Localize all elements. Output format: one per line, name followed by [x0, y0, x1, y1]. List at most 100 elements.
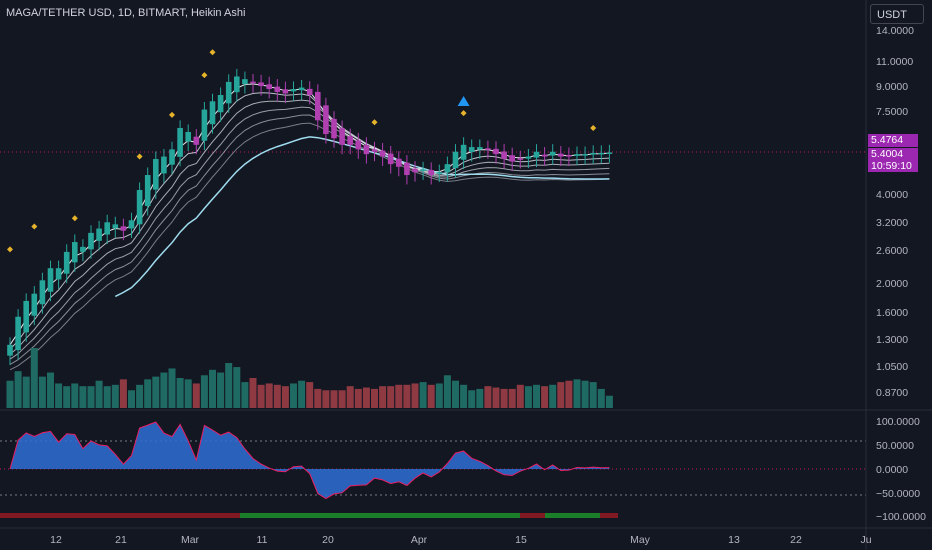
volume-bar	[573, 379, 581, 408]
ma-ribbon-line	[9, 122, 610, 371]
candle-body	[72, 242, 78, 263]
time-tick-label: 20	[322, 534, 334, 546]
volume-bar	[581, 380, 589, 408]
volume-bar	[346, 386, 354, 408]
volume-bar	[508, 388, 516, 408]
candle-body	[315, 91, 321, 121]
osc-tick-label: −50.0000	[876, 488, 920, 500]
volume-bar	[395, 384, 403, 408]
candle-body	[80, 246, 86, 252]
candle-body	[493, 148, 499, 155]
price-tick-label: 11.0000	[876, 56, 913, 68]
volume-bar	[354, 388, 362, 408]
signal-diamond	[371, 119, 378, 126]
candle-body	[485, 148, 491, 150]
volume-bar	[533, 384, 540, 408]
oscillator-pane: 100.0000 50.0000 0.0000 −50.0000 −100.0000	[0, 409, 932, 523]
volume-bar	[95, 380, 103, 408]
candle-body	[144, 175, 151, 207]
volume-bar	[411, 383, 419, 408]
currency-selector[interactable]: USDT	[870, 4, 924, 24]
volume-bar	[484, 386, 492, 408]
candle-body	[339, 128, 345, 145]
candle-body	[177, 127, 183, 157]
price-tag-upper: 5.4764	[868, 134, 918, 147]
signal-diamond	[136, 153, 143, 160]
candle-body	[193, 136, 200, 145]
signal-markers	[7, 49, 597, 253]
volume-bar	[200, 375, 208, 408]
volume-bar	[597, 388, 605, 408]
candle-body	[153, 159, 159, 190]
candle-body	[298, 87, 305, 91]
candle-body	[371, 149, 378, 152]
candle-body	[566, 155, 572, 157]
candle-body	[404, 162, 410, 176]
candle-body	[88, 232, 94, 250]
price-tick-label: 1.0500	[876, 361, 908, 373]
candle-body	[477, 147, 483, 150]
candle-body	[606, 152, 613, 154]
volume-bar	[541, 386, 549, 408]
candle-body	[242, 79, 248, 85]
volume-bar	[435, 383, 443, 408]
candle-body	[250, 81, 256, 84]
candle-body	[525, 156, 532, 159]
volume-bar	[22, 376, 30, 408]
time-tick-label: 12	[50, 534, 62, 546]
volume-bar	[452, 380, 459, 408]
price-axis[interactable]: 14.0000 11.0000 9.0000 7.5000 4.0000 3.2000 2.…	[865, 0, 914, 550]
candle-body	[23, 300, 29, 333]
time-axis[interactable]: 12 21 Mar 11 20 Apr 15 May 13 22 Ju	[0, 527, 932, 546]
volume-bar	[330, 390, 338, 408]
osc-tick-label: 0.0000	[876, 464, 908, 476]
candle-body	[387, 153, 394, 165]
signal-diamond	[460, 110, 467, 117]
ma-ribbon	[9, 83, 610, 371]
volume-bar	[524, 386, 532, 408]
candle-body	[549, 151, 556, 156]
candle-body	[582, 154, 588, 156]
signal-diamond	[169, 111, 175, 118]
candle-body	[15, 316, 21, 351]
volume-bar	[605, 395, 613, 408]
volume-bar	[184, 379, 192, 408]
candle-body	[533, 151, 540, 158]
price-tick-label: 2.0000	[876, 278, 908, 290]
candle-body	[7, 344, 13, 356]
signal-diamond	[7, 246, 13, 253]
volume-bar	[38, 376, 46, 408]
price-tick-label: 2.6000	[876, 245, 908, 257]
volume-bar	[443, 375, 451, 408]
candle-body	[347, 136, 353, 145]
volume-bar	[306, 382, 314, 408]
volume-bar	[387, 386, 395, 408]
volume-bar	[103, 386, 111, 408]
volume-bar	[176, 378, 184, 408]
candle-body	[266, 84, 272, 90]
trend-strip-segment	[600, 513, 618, 518]
time-tick-label: 11	[257, 534, 268, 546]
candle-body	[185, 131, 191, 142]
osc-tick-label: −100.0000	[876, 511, 926, 523]
volume-bar	[273, 384, 281, 408]
volume-bar	[30, 348, 38, 408]
candle-body	[112, 224, 119, 229]
time-tick-label: May	[630, 534, 651, 546]
volume-bar	[87, 386, 95, 408]
time-tick-label: 13	[728, 534, 740, 546]
volume-bar	[338, 390, 346, 408]
volume-bar	[160, 372, 168, 408]
volume-bar	[71, 383, 79, 408]
trend-strip-segment	[240, 513, 520, 518]
price-tick-label: 1.6000	[876, 307, 908, 319]
chart-title: MAGA/TETHER USD, 1D, BITMART, Heikin Ash…	[6, 7, 246, 19]
volume-bar	[427, 384, 435, 408]
candle-body	[444, 164, 451, 173]
volume-bar	[111, 384, 119, 408]
osc-tick-label: 100.0000	[876, 416, 920, 428]
candle-body	[55, 268, 62, 280]
signal-triangle	[457, 96, 470, 106]
candle-body	[201, 109, 208, 141]
